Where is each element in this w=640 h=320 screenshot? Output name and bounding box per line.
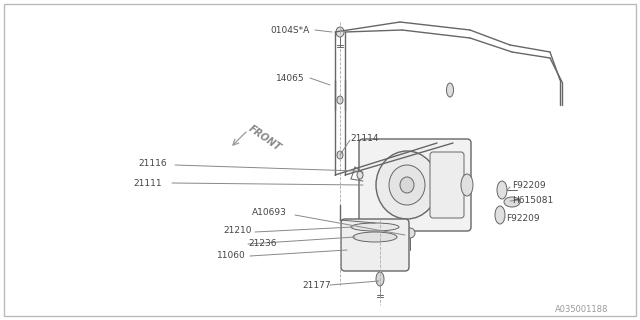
Text: 14065: 14065 bbox=[276, 74, 305, 83]
Ellipse shape bbox=[336, 27, 344, 37]
Text: 21116: 21116 bbox=[138, 158, 166, 167]
Text: 11060: 11060 bbox=[217, 252, 246, 260]
Ellipse shape bbox=[351, 223, 399, 231]
Text: H615081: H615081 bbox=[512, 196, 553, 204]
Ellipse shape bbox=[376, 272, 384, 286]
Text: A10693: A10693 bbox=[252, 207, 287, 217]
Ellipse shape bbox=[400, 177, 414, 193]
FancyBboxPatch shape bbox=[430, 152, 464, 218]
Text: 21177: 21177 bbox=[302, 281, 331, 290]
Ellipse shape bbox=[405, 228, 415, 238]
Text: 21210: 21210 bbox=[223, 226, 252, 235]
Text: F92209: F92209 bbox=[506, 213, 540, 222]
Text: F92209: F92209 bbox=[512, 180, 546, 189]
Ellipse shape bbox=[461, 174, 473, 196]
FancyBboxPatch shape bbox=[359, 139, 471, 231]
Ellipse shape bbox=[337, 96, 343, 104]
Text: 21236: 21236 bbox=[248, 238, 276, 247]
Text: 0104S*A: 0104S*A bbox=[271, 26, 310, 35]
Ellipse shape bbox=[447, 83, 454, 97]
FancyBboxPatch shape bbox=[341, 219, 409, 271]
Ellipse shape bbox=[353, 232, 397, 242]
Text: A035001188: A035001188 bbox=[555, 306, 609, 315]
Ellipse shape bbox=[357, 171, 363, 179]
Text: 21111: 21111 bbox=[133, 179, 162, 188]
Ellipse shape bbox=[376, 151, 438, 219]
Ellipse shape bbox=[497, 181, 507, 199]
Text: FRONT: FRONT bbox=[247, 124, 284, 153]
Ellipse shape bbox=[337, 151, 343, 159]
Text: 21114: 21114 bbox=[350, 133, 378, 142]
Ellipse shape bbox=[389, 165, 425, 205]
Ellipse shape bbox=[495, 206, 505, 224]
Ellipse shape bbox=[504, 197, 520, 207]
